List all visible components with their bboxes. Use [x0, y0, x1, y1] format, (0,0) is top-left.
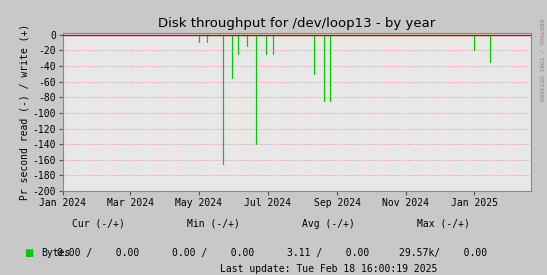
Text: RRDTOOL / TOBI OETIKER: RRDTOOL / TOBI OETIKER [538, 19, 543, 102]
Text: ■: ■ [25, 248, 34, 258]
Text: Bytes: Bytes [41, 248, 71, 258]
Text: Cur (-/+): Cur (-/+) [72, 219, 125, 229]
Title: Disk throughput for /dev/loop13 - by year: Disk throughput for /dev/loop13 - by yea… [158, 17, 435, 31]
Text: Min (-/+): Min (-/+) [187, 219, 240, 229]
Text: 0.00 /    0.00: 0.00 / 0.00 [172, 248, 254, 258]
Y-axis label: Pr second read (-) / write (+): Pr second read (-) / write (+) [20, 24, 30, 200]
Text: Max (-/+): Max (-/+) [417, 219, 469, 229]
Text: 29.57k/    0.00: 29.57k/ 0.00 [399, 248, 487, 258]
Text: Avg (-/+): Avg (-/+) [302, 219, 354, 229]
Text: 0.00 /    0.00: 0.00 / 0.00 [57, 248, 139, 258]
Text: Last update: Tue Feb 18 16:00:19 2025: Last update: Tue Feb 18 16:00:19 2025 [219, 264, 437, 274]
Text: 3.11 /    0.00: 3.11 / 0.00 [287, 248, 369, 258]
